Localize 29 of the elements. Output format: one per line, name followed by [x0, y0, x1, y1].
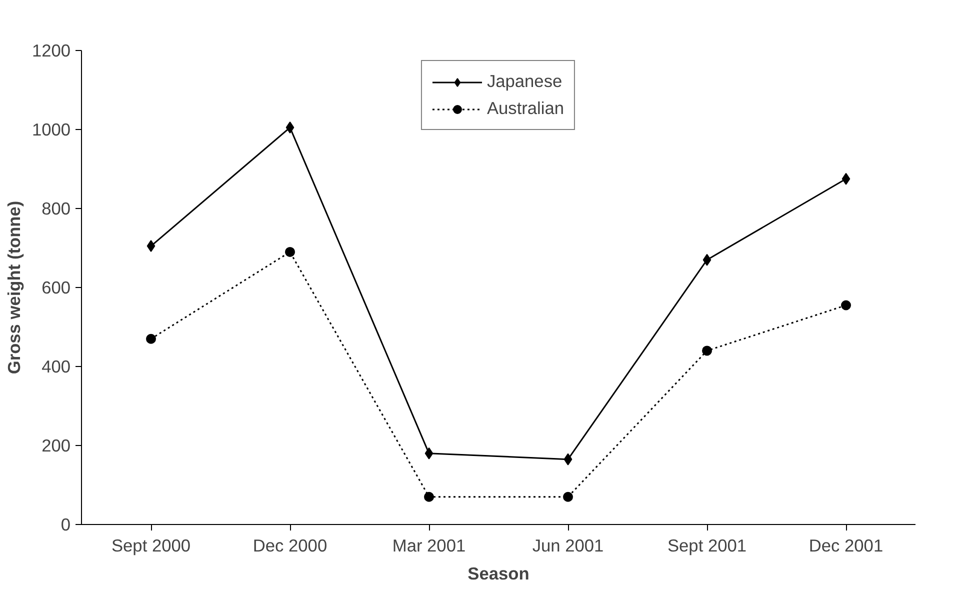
y-axis-title: Gross weight (tonne)	[4, 200, 24, 374]
y-tick-label: 0	[60, 514, 71, 534]
y-tick-label: 1000	[32, 120, 71, 140]
point	[702, 254, 712, 266]
point	[702, 346, 712, 356]
legend-label: Japanese	[486, 71, 562, 92]
x-tick-label: Sept 2000	[111, 536, 191, 556]
legend-label: Australian	[486, 98, 564, 119]
point	[146, 334, 156, 344]
y-tick-label: 1200	[32, 40, 71, 60]
point	[146, 240, 156, 252]
point	[841, 300, 851, 310]
point	[286, 122, 294, 134]
x-tick-label: Dec 2001	[808, 536, 884, 556]
x-tick-label: Jun 2001	[532, 536, 604, 556]
y-tick-label: 800	[42, 198, 71, 218]
point	[842, 172, 850, 185]
point	[424, 447, 434, 460]
y-tick-label: 600	[42, 278, 71, 298]
point	[564, 453, 572, 466]
x-tick-label: Mar 2001	[392, 536, 466, 556]
point	[285, 246, 295, 257]
y-tick-label: 200	[42, 436, 71, 456]
point	[563, 492, 573, 502]
point	[424, 492, 434, 502]
x-tick-label: Sept 2001	[667, 536, 747, 556]
y-tick-label: 400	[42, 356, 71, 376]
x-tick-label: Dec 2000	[252, 536, 328, 556]
x-axis-title: Season	[468, 564, 530, 584]
